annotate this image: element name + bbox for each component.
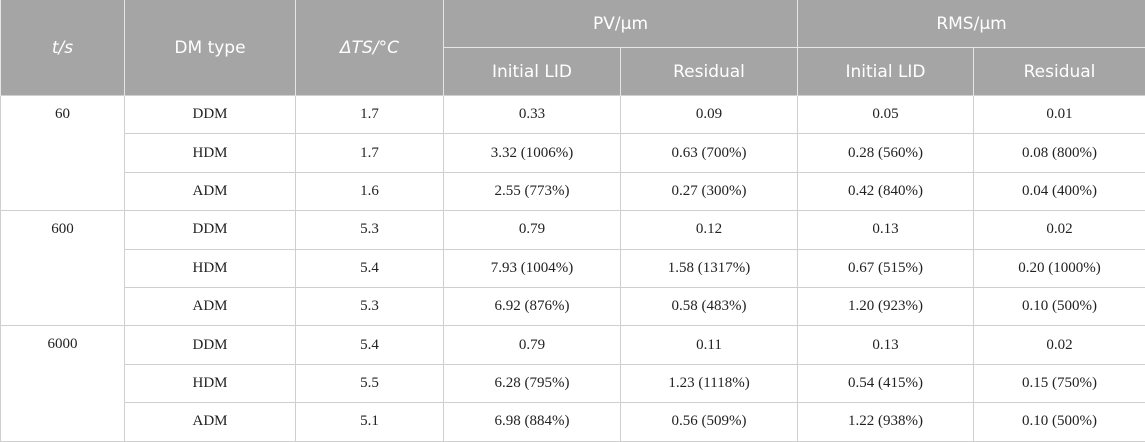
- table-cell: 0.11: [619, 325, 799, 365]
- table-cell: 0.13: [797, 210, 975, 250]
- header-cell: Initial LID: [797, 47, 975, 96]
- table-cell: 5.4: [295, 325, 444, 365]
- header-cell: ΔTS/°C: [295, 0, 444, 96]
- table-row: HDM 1.7 3.32 (1006%) 0.63 (700%) 0.28 (560%)…: [1, 133, 1145, 173]
- table-cell: 0.02: [973, 325, 1145, 365]
- table-cell: 1.20 (923%): [797, 286, 975, 327]
- table-cell: 5.1: [295, 402, 444, 442]
- table-cell: 7.93 (1004%): [443, 248, 621, 288]
- table-cell: HDM: [124, 133, 296, 173]
- table-cell: 0.56 (509%): [619, 402, 799, 442]
- table-row: 60 DDM 1.7 0.33 0.09 0.05 0.01: [0, 94, 1145, 212]
- table-cell: 0.20 (1000%): [973, 248, 1145, 288]
- time-cell: 600: [0, 210, 125, 327]
- table-row: 6000 DDM 5.4 0.79 0.11 0.13 0.02: [0, 325, 1145, 442]
- table-cell: 0.09: [619, 94, 799, 135]
- table-cell: 0.27 (300%): [619, 171, 799, 212]
- table-cell: HDM: [124, 363, 296, 404]
- table-cell: 6.92 (876%): [443, 286, 621, 327]
- time-cell: 60: [0, 94, 125, 212]
- table-cell: 0.13: [797, 325, 975, 365]
- table-row: HDM 5.4 7.93 (1004%) 1.58 (1317%) 0.67 (515%…: [1, 248, 1145, 288]
- table-cell: 1.7: [295, 94, 444, 135]
- table-row: 600 DDM 5.3 0.79 0.12 0.13 0.02: [0, 210, 1145, 327]
- table-cell: DDM: [124, 325, 296, 365]
- table-cell: ADM: [124, 286, 296, 327]
- header-cell: RMS/μm: [797, 0, 1145, 48]
- table-cell: ADM: [124, 402, 296, 442]
- header-cell: t/s: [0, 0, 125, 96]
- table-cell: 1.7: [295, 133, 444, 173]
- header-cell: DM type: [124, 0, 296, 96]
- header-cell: PV/μm: [442, 0, 799, 48]
- table-cell: 0.58 (483%): [619, 286, 799, 327]
- table-cell: 0.10 (500%): [973, 402, 1145, 442]
- table-cell: 0.02: [973, 210, 1145, 250]
- table-cell: 0.79: [443, 210, 621, 250]
- table-cell: DDM: [124, 210, 296, 250]
- table-cell: 0.01: [973, 94, 1145, 135]
- table-cell: 0.79: [443, 325, 621, 365]
- table-cell: 0.54 (415%): [797, 363, 975, 404]
- table-cell: 6.98 (884%): [443, 402, 621, 442]
- table-cell: 0.33: [443, 94, 621, 135]
- table-row: HDM 5.5 6.28 (795%) 1.23 (1118%) 0.54 (415%)…: [1, 363, 1145, 404]
- table-cell: 0.42 (840%): [797, 171, 975, 212]
- table-cell: 3.32 (1006%): [443, 133, 621, 173]
- table-cell: ADM: [124, 171, 296, 212]
- table-cell: 0.05: [797, 94, 975, 135]
- table-cell: 0.08 (800%): [973, 133, 1145, 173]
- table-cell: HDM: [124, 248, 296, 288]
- table-cell: 5.4: [295, 248, 444, 288]
- table-cell: 1.23 (1118%): [619, 363, 799, 404]
- table-cell: 5.3: [295, 286, 444, 327]
- time-cell: 6000: [0, 325, 125, 442]
- table-cell: 1.6: [295, 171, 444, 212]
- table-cell: 2.55 (773%): [443, 171, 621, 212]
- table-row: ADM 1.6 2.55 (773%) 0.27 (300%) 0.42 (840%) 0…: [1, 171, 1145, 212]
- table-body: 60 DDM 1.7 0.33 0.09 0.05 0.01 HDM 1.7 3.32 (1006…: [0, 94, 1145, 442]
- table-cell: 0.63 (700%): [619, 133, 799, 173]
- table-cell: 0.15 (750%): [973, 363, 1145, 404]
- table-cell: 5.3: [295, 210, 444, 250]
- table-cell: 0.28 (560%): [797, 133, 975, 173]
- table-cell: 5.5: [295, 363, 444, 404]
- table-cell: 0.12: [619, 210, 799, 250]
- header-cell: Residual: [973, 47, 1145, 96]
- table-cell: DDM: [124, 94, 296, 135]
- table-cell: 1.22 (938%): [797, 402, 975, 442]
- table-cell: 0.67 (515%): [797, 248, 975, 288]
- table-cell: 1.58 (1317%): [619, 248, 799, 288]
- table-header: t/s DM type ΔTS/°C PV/μm RMS/μm Initial …: [0, 0, 1145, 96]
- table-row: ADM 5.1 6.98 (884%) 0.56 (509%) 1.22 (938%) 0…: [1, 402, 1145, 442]
- table-cell: 6.28 (795%): [443, 363, 621, 404]
- table-row: ADM 5.3 6.92 (876%) 0.58 (483%) 1.20 (923%) 0…: [1, 286, 1145, 327]
- table-cell: 0.04 (400%): [973, 171, 1145, 212]
- header-cell: Initial LID: [443, 47, 621, 96]
- header-cell: Residual: [619, 47, 799, 96]
- table-cell: 0.10 (500%): [973, 286, 1145, 327]
